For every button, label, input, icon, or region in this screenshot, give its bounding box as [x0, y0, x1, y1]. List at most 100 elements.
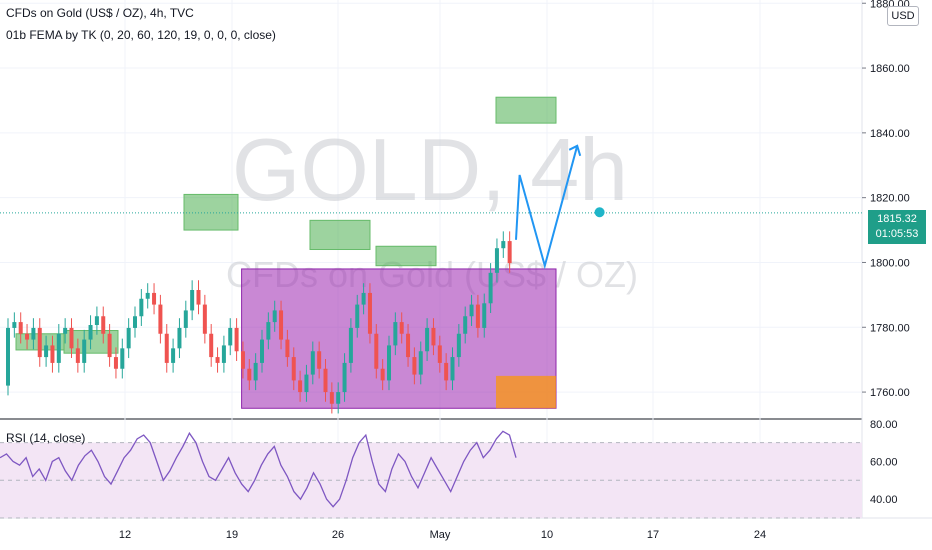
candle-body [196, 290, 201, 305]
watermark-symbol: GOLD, 4h [232, 120, 628, 219]
candle-body [463, 316, 468, 334]
candle-body [456, 333, 461, 358]
time-tick-label: 10 [541, 529, 553, 541]
zone-layer [15, 96, 557, 409]
candle-body [323, 368, 328, 393]
candle-body [355, 304, 360, 328]
candle-body [501, 241, 506, 249]
candle-body [25, 333, 30, 340]
candle-body [488, 272, 493, 304]
candle-body [240, 351, 245, 369]
candle-body [82, 339, 87, 363]
supply-zone [495, 96, 557, 124]
last-price-countdown: 01:05:53 [875, 228, 919, 240]
candle-body [399, 322, 404, 334]
candle-body [221, 345, 226, 363]
candle-body [418, 351, 423, 375]
price-tick-label: 1800.00 [870, 257, 910, 269]
rsi-tick-label: 40.00 [870, 494, 898, 506]
candle-body [285, 339, 290, 358]
candle-body [63, 327, 68, 334]
rsi-label: RSI (14, close) [6, 431, 86, 445]
candle-body [215, 357, 220, 363]
time-tick-label: 26 [332, 529, 344, 541]
last-price-tag: 1815.32 01:05:53 [868, 210, 926, 244]
candle-body [374, 333, 379, 369]
time-tick-label: 12 [119, 529, 131, 541]
candle-body [469, 304, 474, 317]
rsi-line [0, 430, 517, 508]
rsi-tick-label: 80.00 [870, 419, 898, 431]
candle-body [393, 322, 398, 346]
price-tick-label: 1780.00 [870, 322, 910, 334]
marked-point [594, 207, 605, 218]
candle-body [158, 304, 163, 334]
currency-button[interactable]: USD [887, 6, 919, 26]
demand-zone [496, 375, 556, 409]
price-tick-label: 1760.00 [870, 387, 910, 399]
projection-arrowhead [568, 144, 582, 157]
candle-body [107, 333, 112, 358]
candle-body [279, 310, 284, 340]
candle-body [94, 316, 99, 326]
indicator-label: 01b FEMA by TK (0, 20, 60, 120, 19, 0, 0… [6, 28, 276, 42]
time-tick-label: 19 [226, 529, 238, 541]
candle-body [101, 316, 106, 334]
candle-body [475, 304, 480, 328]
candle-body [342, 362, 347, 393]
supply-zone [375, 245, 437, 267]
candle-body [202, 304, 207, 334]
candle-body [317, 351, 322, 369]
candle-body [361, 292, 366, 305]
supply-zone [309, 219, 371, 251]
projection-layer [515, 144, 605, 270]
candle-layer [0, 212, 862, 414]
candle-body [291, 357, 296, 381]
candle-body [37, 327, 42, 358]
candle-body [348, 327, 353, 363]
candle-body [152, 292, 157, 305]
candle-body [450, 357, 455, 381]
candle-body [133, 316, 137, 328]
candle-body [31, 327, 36, 340]
time-tick-label: May [430, 529, 451, 541]
candle-body [507, 241, 512, 264]
candle-body [367, 292, 372, 334]
candle-body [69, 327, 74, 349]
candle-body [387, 345, 391, 381]
price-tick-label: 1880.00 [870, 0, 910, 10]
axis-layer: 1760.001780.001800.001820.001840.001860.… [119, 0, 910, 541]
candle-body [253, 362, 258, 381]
candle-body [75, 348, 80, 363]
candle-body [18, 322, 23, 334]
candle-body [310, 351, 315, 375]
price-tick-label: 1840.00 [870, 128, 910, 140]
candle-body [126, 327, 131, 349]
price-tick-label: 1820.00 [870, 193, 910, 205]
candle-body [12, 322, 17, 328]
time-tick-label: 17 [647, 529, 659, 541]
chart-title: CFDs on Gold (US$ / OZ), 4h, TVC [6, 6, 194, 20]
candle-body [120, 348, 125, 369]
candle-body [177, 327, 182, 349]
candle-body [431, 327, 436, 346]
candle-body [482, 303, 487, 328]
candle-body [145, 292, 150, 299]
rsi-layer [0, 430, 517, 508]
candle-body [406, 333, 411, 358]
time-tick-label: 24 [754, 529, 766, 541]
candle-body [260, 339, 264, 363]
candle-body [183, 310, 188, 328]
candle-body [412, 357, 417, 375]
last-price-value: 1815.32 [877, 213, 917, 225]
candle-body [247, 368, 252, 381]
candle-body [228, 327, 233, 346]
candle-body [272, 310, 277, 323]
candle-body [329, 392, 334, 404]
candle-body [298, 380, 303, 393]
candle-body [190, 290, 195, 311]
candle-body [171, 348, 176, 363]
rsi-band [0, 442, 862, 518]
candle-body [139, 298, 144, 317]
